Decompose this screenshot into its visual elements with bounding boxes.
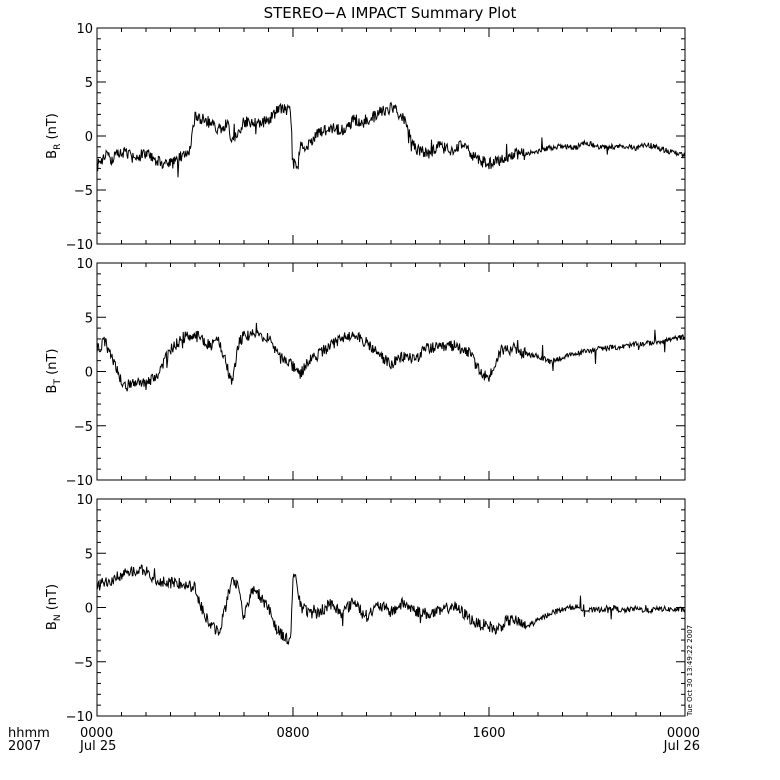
- x-axis-row-label-hhmm: hhmm: [8, 726, 50, 741]
- panel-bt-ytick-label: −5: [74, 420, 93, 435]
- panel-bt-ylabel: BT (nT): [45, 349, 63, 394]
- panel-bt-ylabel-sub: T: [53, 379, 63, 386]
- panel-br-ticks: −10 −5 0 5 10: [66, 22, 686, 253]
- panel-br-ytick-label: −10: [66, 238, 93, 253]
- panel-bn-series-line: [96, 564, 686, 645]
- panel-bt-ytick-label: 10: [76, 257, 93, 272]
- panel-bt-ticks: −10 −5 0 5 10: [66, 257, 686, 489]
- plot-title: STEREO−A IMPACT Summary Plot: [264, 4, 517, 22]
- panel-bn-ylabel-sub: N: [53, 614, 63, 621]
- x-axis-tick-label-time: 0000: [667, 726, 700, 741]
- panel-br-ytick-label: 5: [85, 76, 93, 91]
- x-axis-tick-label-date: Jul 25: [79, 739, 116, 754]
- panel-bt-frame: [96, 262, 686, 481]
- panel-bt-ytick-label: 5: [85, 311, 93, 326]
- panel-br-ytick-label: 10: [76, 22, 93, 37]
- panel-bn-ticks: −10 −5 0 5 10: [66, 493, 686, 725]
- panel-bn-ytick-label: 10: [76, 493, 93, 508]
- panel-br-frame: [96, 27, 686, 245]
- plot-timestamp: Tue Oct 30 13:49:22 2007: [686, 625, 694, 717]
- panel-bt-ytick-label: 0: [85, 366, 93, 381]
- panel-bn-ylabel: BN (nT): [45, 584, 63, 630]
- panel-bt-series-line: [96, 322, 685, 392]
- panel-br-ylabel-main: B: [45, 150, 60, 159]
- panel-bn-ylabel-unit: (nT): [45, 584, 60, 614]
- panel-br-ytick-label: 0: [85, 130, 93, 145]
- panel-bn-ytick-label: −5: [74, 656, 93, 671]
- x-axis-tick-label-time: 1600: [472, 726, 505, 741]
- panel-br-ylabel: BR (nT): [45, 113, 63, 159]
- panel-br-ylabel-unit: (nT): [45, 113, 60, 143]
- x-axis-row-label-year: 2007: [8, 739, 41, 754]
- panel-bn: −10 −5 0 5 10 BN (nT): [45, 493, 686, 725]
- x-axis-tick-label-date: Jul 26: [663, 739, 700, 754]
- panel-bn-ylabel-main: B: [45, 621, 60, 630]
- panel-br-ytick-label: −5: [74, 184, 93, 199]
- panel-br-series-line: [96, 101, 686, 178]
- panel-br-ylabel-sub: R: [53, 144, 63, 150]
- panel-bt-ylabel-unit: (nT): [45, 349, 60, 379]
- panel-bn-ytick-label: 5: [85, 547, 93, 562]
- panel-br: −10 −5 0 5 10 BR (nT): [45, 22, 686, 253]
- x-axis-tick-label-time: 0800: [276, 726, 309, 741]
- panel-bn-ytick-label: −10: [66, 710, 93, 725]
- panel-bt: −10 −5 0 5 10 BT (nT): [45, 257, 686, 489]
- x-axis-tick-label-time: 0000: [80, 726, 113, 741]
- panel-bn-ytick-label: 0: [85, 602, 93, 617]
- panel-bt-ytick-label: −10: [66, 474, 93, 489]
- panel-bt-ylabel-main: B: [45, 385, 60, 394]
